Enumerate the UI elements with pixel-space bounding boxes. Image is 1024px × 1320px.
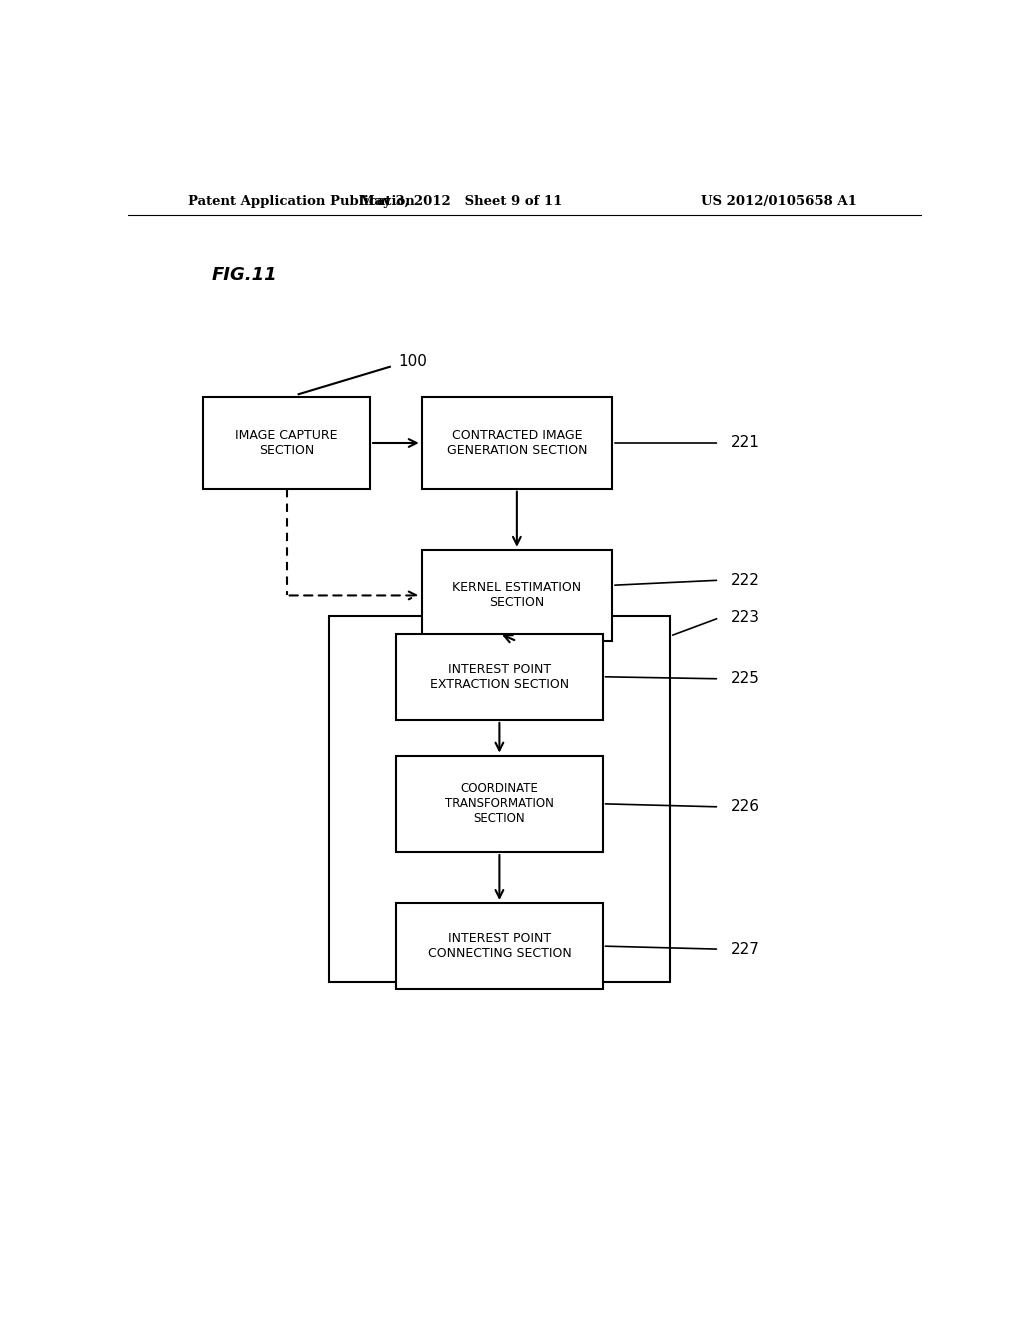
Text: 221: 221: [731, 436, 760, 450]
Bar: [422, 397, 612, 488]
Text: INTEREST POINT
CONNECTING SECTION: INTEREST POINT CONNECTING SECTION: [428, 932, 571, 960]
Bar: [329, 615, 670, 982]
Text: 223: 223: [731, 610, 760, 626]
Text: Patent Application Publication: Patent Application Publication: [187, 194, 415, 207]
Text: 227: 227: [731, 941, 760, 957]
Text: May 3, 2012   Sheet 9 of 11: May 3, 2012 Sheet 9 of 11: [360, 194, 562, 207]
Bar: [396, 903, 602, 989]
Text: 222: 222: [731, 573, 760, 587]
Text: IMAGE CAPTURE
SECTION: IMAGE CAPTURE SECTION: [236, 429, 338, 457]
Text: FIG.11: FIG.11: [211, 267, 276, 284]
Bar: [396, 634, 602, 719]
Text: CONTRACTED IMAGE
GENERATION SECTION: CONTRACTED IMAGE GENERATION SECTION: [446, 429, 587, 457]
Text: INTEREST POINT
EXTRACTION SECTION: INTEREST POINT EXTRACTION SECTION: [430, 663, 569, 690]
Bar: [396, 755, 602, 853]
Text: 225: 225: [731, 672, 760, 686]
Text: 100: 100: [397, 354, 427, 370]
Text: COORDINATE
TRANSFORMATION
SECTION: COORDINATE TRANSFORMATION SECTION: [445, 783, 554, 825]
Bar: [422, 549, 612, 642]
Bar: [204, 397, 370, 488]
Text: KERNEL ESTIMATION
SECTION: KERNEL ESTIMATION SECTION: [453, 581, 582, 610]
Text: US 2012/0105658 A1: US 2012/0105658 A1: [700, 194, 857, 207]
Text: 226: 226: [731, 800, 760, 814]
